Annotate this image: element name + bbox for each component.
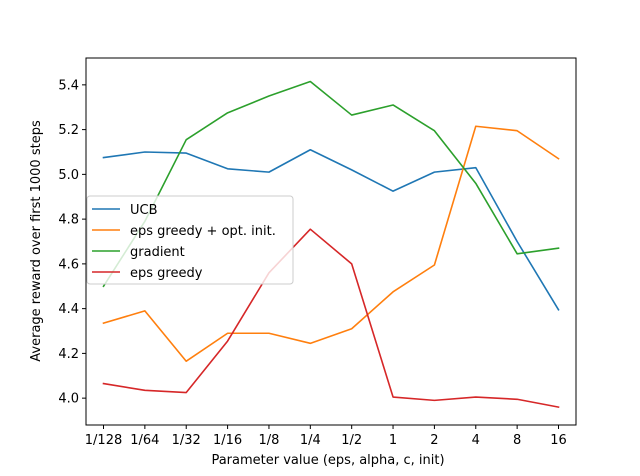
axes: 1/128 1/64 1/32 1/16 1/8 1/4 1/2 1 2 4 8 16 4.0 4.2 4.… [58,57,577,448]
x-tick-label: 1/32 [172,433,201,448]
x-tick-label: 1/2 [341,433,362,448]
y-tick-label: 4.6 [58,257,79,272]
series-line-2 [102,80,560,288]
series-line-3 [102,228,560,409]
x-tick-label: 1/4 [300,433,321,448]
x-tick-label: 16 [550,433,567,448]
x-tick-label: 1/128 [85,433,122,448]
y-tick-label: 5.2 [58,123,79,138]
x-tick-label: 2 [430,433,438,448]
y-tick-label: 4.4 [58,302,79,317]
legend-box [86,195,294,285]
legend-label-3: eps greedy [130,266,203,281]
x-tick-label: 1/8 [258,433,279,448]
y-tick-label: 5.0 [58,168,79,183]
x-tick-label: 1 [389,433,397,448]
y-tick-label: 4.0 [58,392,79,407]
x-tick-label: 8 [513,433,521,448]
series-lines [102,80,560,409]
legend-label-0: UCB [130,203,158,218]
y-tick-label: 4.2 [58,347,79,362]
y-axis-label: Average reward over first 1000 steps [29,120,44,362]
plot-frame [85,57,577,426]
x-tick-label: 4 [472,433,480,448]
legend: UCB eps greedy + opt. init. gradient eps gr… [86,195,294,285]
x-tick-label: 1/16 [213,433,242,448]
x-axis-label: Parameter value (eps, alpha, c, init) [211,453,444,468]
y-tick-label: 5.4 [58,78,79,93]
y-tick-label: 4.8 [58,213,79,228]
series-line-1 [102,125,560,363]
legend-label-1: eps greedy + opt. init. [130,224,276,239]
x-tick-label: 1/64 [130,433,159,448]
legend-label-2: gradient [130,245,185,260]
